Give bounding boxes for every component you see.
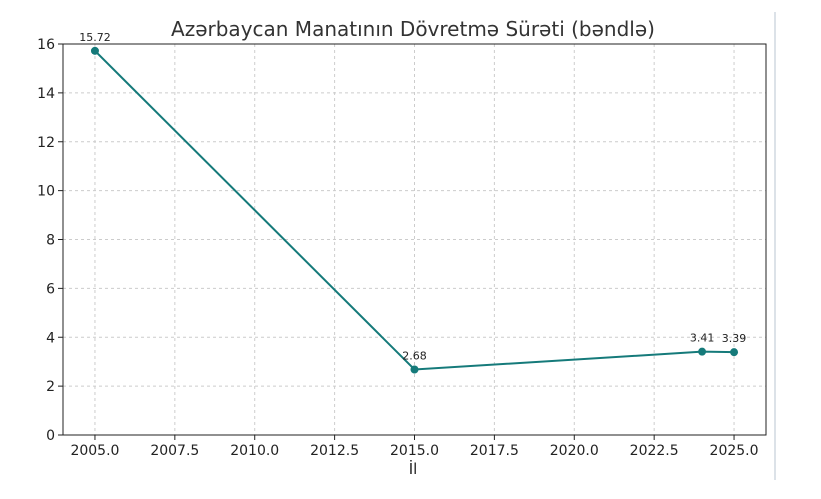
chart-title: Azərbaycan Manatının Dövretmə Sürəti (bə…	[171, 17, 655, 41]
y-tick-label: 16	[37, 37, 55, 53]
data-label: 3.39	[722, 332, 747, 345]
data-point	[90, 46, 99, 55]
x-tick-label: 2007.5	[150, 443, 199, 459]
grid	[63, 43, 766, 436]
data-label: 3.41	[690, 332, 715, 345]
y-tick-label: 4	[46, 330, 55, 346]
data-label: 15.72	[79, 31, 111, 44]
data-point	[730, 348, 739, 357]
y-tick-label: 0	[46, 428, 55, 444]
x-tick-label: 2022.5	[630, 443, 679, 459]
y-tick-label: 10	[37, 184, 55, 200]
data-point	[410, 365, 419, 374]
series-line	[94, 50, 735, 371]
y-tick-label: 2	[46, 379, 55, 395]
y-tick-label: 14	[37, 86, 55, 102]
series	[90, 46, 739, 374]
x-tick-label: 2020.0	[550, 443, 599, 459]
data-labels: 15.72 2.68 3.41 3.39	[79, 31, 746, 363]
y-tick-label: 6	[46, 281, 55, 297]
x-tick-label: 2005.0	[70, 443, 119, 459]
x-tick-label: 2010.0	[230, 443, 279, 459]
x-tick-label: 2017.5	[470, 443, 519, 459]
x-tick-label: 2015.0	[390, 443, 439, 459]
y-tick-label: 8	[46, 233, 55, 249]
data-point	[698, 347, 707, 356]
x-tick-label: 2012.5	[310, 443, 359, 459]
x-axis-label: İl	[409, 459, 418, 478]
y-tick-label: 12	[37, 135, 55, 151]
data-label: 2.68	[402, 350, 427, 363]
x-tick-label: 2025.0	[710, 443, 759, 459]
axes: 2005.0 2007.5 2010.0 2012.5 2015.0 2017.5 2020…	[37, 37, 767, 459]
